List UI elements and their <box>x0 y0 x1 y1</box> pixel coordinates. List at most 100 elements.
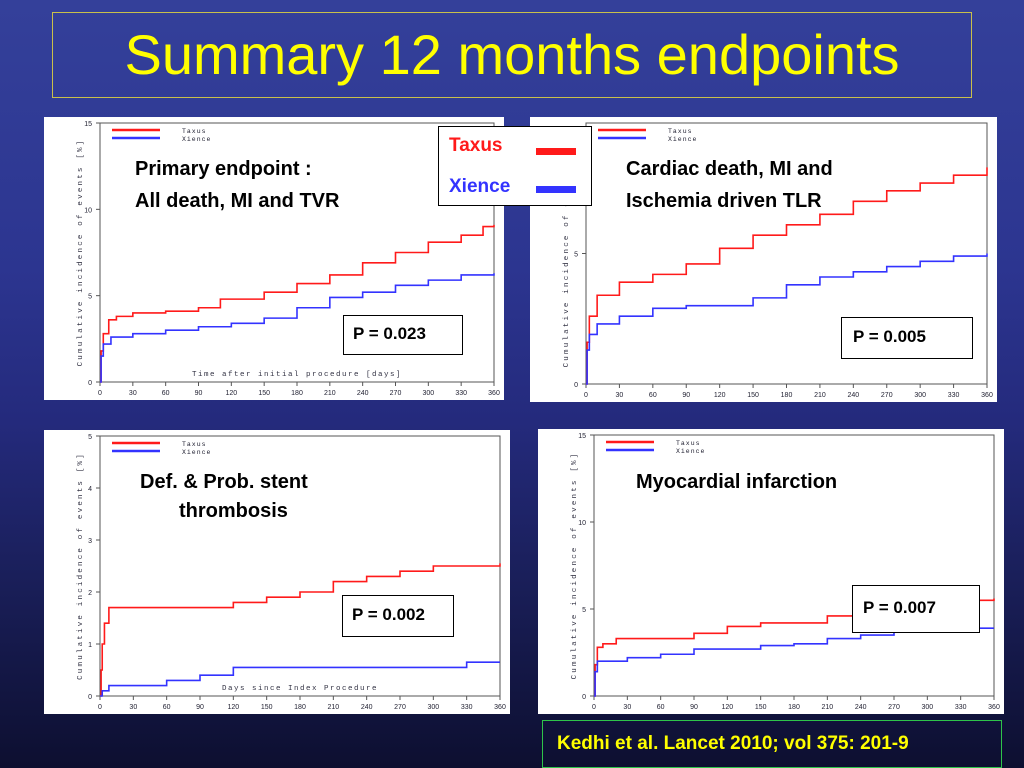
x-tick-label: 180 <box>781 392 793 399</box>
inset-legend-label: Taxus <box>676 440 701 447</box>
citation-box: Kedhi et al. Lancet 2010; vol 375: 201-9 <box>542 720 1002 768</box>
x-tick-label: 240 <box>361 704 373 711</box>
x-tick-label: 240 <box>855 704 867 711</box>
x-tick-label: 0 <box>98 390 102 397</box>
x-tick-label: 0 <box>98 704 102 711</box>
chart-panel-cardiac: 0 30 60 90 120 150 180 210 240 270 300 330 360 0 5 Cumu… <box>530 117 997 402</box>
p-value: P = 0.007 <box>863 598 936 617</box>
panel-title-line1: Def. & Prob. stent <box>140 471 308 493</box>
x-tick-label: 60 <box>649 392 657 399</box>
x-tick-label: 30 <box>616 392 624 399</box>
y-tick-label: 1 <box>88 642 92 649</box>
y-tick-label: 0 <box>88 694 92 701</box>
p-value-box: P = 0.005 <box>841 317 973 359</box>
chart-panel-thrombosis: 0 30 60 90 120 150 180 210 240 270 300 330 360 0 1 2 3 4 5… <box>44 430 510 714</box>
x-tick-label: 0 <box>584 392 588 399</box>
y-tick-label: 0 <box>574 382 578 389</box>
x-tick-label: 330 <box>955 704 967 711</box>
y-tick-label: 5 <box>88 434 92 441</box>
y-tick-label: 3 <box>88 538 92 545</box>
x-tick-label: 150 <box>258 390 270 397</box>
series-line-taxus <box>100 563 501 697</box>
slide-title: Summary 12 months endpoints <box>124 23 900 86</box>
title-box: Summary 12 months endpoints <box>52 12 972 98</box>
chart-cardiac-death: 0 30 60 90 120 150 180 210 240 270 300 330 360 0 5Cumu… <box>563 122 993 399</box>
x-tick-label: 330 <box>455 390 467 397</box>
legend-label-taxus: Taxus <box>449 135 503 156</box>
x-tick-label: 90 <box>195 390 203 397</box>
series-line-xience <box>100 273 495 383</box>
x-tick-label: 330 <box>948 392 960 399</box>
chart-stent-thrombosis: 0 30 60 90 120 150 180 210 240 270 300 330 360 0 1 2 3 4 5… <box>77 434 506 711</box>
x-tick-label: 30 <box>129 704 137 711</box>
p-value-box: P = 0.002 <box>342 595 454 637</box>
x-tick-label: 60 <box>657 704 665 711</box>
y-tick-label: 0 <box>88 380 92 387</box>
series-line-taxus <box>100 224 495 383</box>
y-tick-label: 2 <box>88 590 92 597</box>
x-tick-label: 180 <box>291 390 303 397</box>
legend-swatch-xience <box>536 186 576 193</box>
inset-legend-label: Taxus <box>182 128 207 135</box>
y-tick-label: 0 <box>582 694 586 701</box>
inset-legend-label: Xience <box>668 136 697 143</box>
x-tick-label: 60 <box>162 390 170 397</box>
x-tick-label: 120 <box>721 704 733 711</box>
panel-title-line1: Cardiac death, MI and <box>626 158 833 180</box>
x-tick-label: 360 <box>981 392 993 399</box>
series-line-taxus <box>586 167 988 385</box>
panel-title-line2: thrombosis <box>179 500 288 522</box>
x-axis-label: Days since Index Procedure <box>222 685 378 693</box>
x-tick-label: 300 <box>427 704 439 711</box>
x-axis-label: Time after initial procedure [days] <box>192 371 402 379</box>
citation: Kedhi et al. Lancet 2010; vol 375: 201-9 <box>557 733 909 754</box>
x-tick-label: 300 <box>422 390 434 397</box>
panel-title-line1: Myocardial infarction <box>636 471 838 493</box>
inset-legend-label: Xience <box>182 449 211 456</box>
y-tick-label: 5 <box>574 252 578 259</box>
x-tick-label: 210 <box>814 392 826 399</box>
x-tick-label: 90 <box>690 704 698 711</box>
y-axis-label: Cumulative incidence of events [%] <box>77 139 85 367</box>
inset-legend-label: Xience <box>676 448 705 455</box>
x-tick-label: 30 <box>129 390 137 397</box>
panel-title-line1: Primary endpoint : <box>135 158 312 180</box>
y-tick-label: 4 <box>88 486 92 493</box>
x-tick-label: 180 <box>788 704 800 711</box>
x-tick-label: 120 <box>227 704 239 711</box>
x-tick-label: 150 <box>755 704 767 711</box>
x-tick-label: 150 <box>261 704 273 711</box>
inset-legend-label: Xience <box>182 136 211 143</box>
y-tick-label: 5 <box>582 607 586 614</box>
x-tick-label: 300 <box>914 392 926 399</box>
chart-primary-endpoint: 0 30 60 90 120 150 180 210 240 270 300 330 360 0 5 10 15… <box>77 121 500 397</box>
y-tick-label: 10 <box>84 207 92 214</box>
x-tick-label: 120 <box>714 392 726 399</box>
x-tick-label: 0 <box>592 704 596 711</box>
x-tick-label: 270 <box>390 390 402 397</box>
x-tick-label: 360 <box>488 390 500 397</box>
y-tick-label: 15 <box>84 121 92 128</box>
p-value: P = 0.002 <box>352 605 425 624</box>
inset-legend-label: Taxus <box>182 441 207 448</box>
y-tick-label: 10 <box>578 520 586 527</box>
x-tick-label: 360 <box>494 704 506 711</box>
series-line-xience <box>586 253 988 385</box>
x-tick-label: 90 <box>682 392 690 399</box>
chart-myocardial-infarction: 0 30 60 90 120 150 180 210 240 270 300 330 360 0 5 10 15… <box>571 433 1000 711</box>
y-axis-label: Cumulative incidence of events [%] <box>571 452 579 680</box>
x-tick-label: 270 <box>888 704 900 711</box>
x-tick-label: 240 <box>847 392 859 399</box>
x-tick-label: 240 <box>357 390 369 397</box>
x-tick-label: 180 <box>294 704 306 711</box>
p-value: P = 0.005 <box>853 327 926 346</box>
x-tick-label: 210 <box>327 704 339 711</box>
x-tick-label: 330 <box>461 704 473 711</box>
p-value-box: P = 0.007 <box>852 585 980 633</box>
x-tick-label: 150 <box>747 392 759 399</box>
x-tick-label: 120 <box>225 390 237 397</box>
y-tick-label: 5 <box>88 294 92 301</box>
p-value-box: P = 0.023 <box>343 315 463 355</box>
x-tick-label: 270 <box>881 392 893 399</box>
panel-title-line2: Ischemia driven TLR <box>626 190 822 212</box>
